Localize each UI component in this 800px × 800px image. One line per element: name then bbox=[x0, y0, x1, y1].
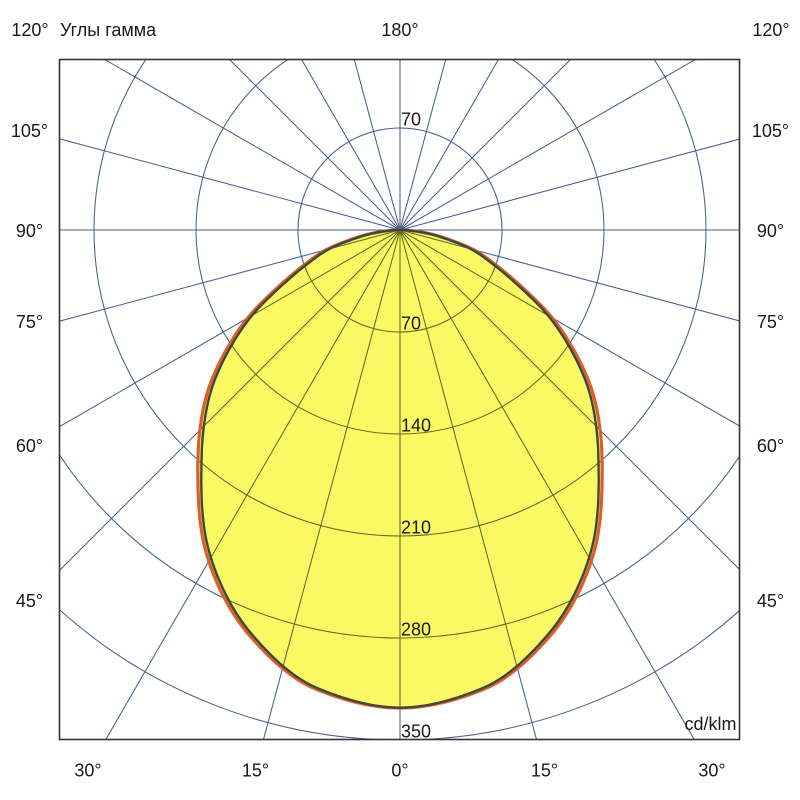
svg-text:120°: 120° bbox=[752, 20, 789, 40]
svg-text:210: 210 bbox=[401, 518, 431, 538]
svg-text:cd/klm: cd/klm bbox=[684, 714, 736, 734]
svg-text:90°: 90° bbox=[16, 221, 43, 241]
svg-text:75°: 75° bbox=[16, 312, 43, 332]
svg-text:350: 350 bbox=[401, 722, 431, 742]
svg-text:45°: 45° bbox=[757, 591, 784, 611]
svg-text:60°: 60° bbox=[757, 436, 784, 456]
svg-text:30°: 30° bbox=[698, 761, 725, 781]
svg-text:105°: 105° bbox=[752, 121, 789, 141]
svg-text:280: 280 bbox=[401, 620, 431, 640]
svg-text:105°: 105° bbox=[11, 121, 48, 141]
svg-text:0°: 0° bbox=[391, 761, 408, 781]
svg-text:45°: 45° bbox=[16, 591, 43, 611]
svg-text:60°: 60° bbox=[16, 436, 43, 456]
svg-text:180°: 180° bbox=[381, 20, 418, 40]
svg-text:140: 140 bbox=[401, 416, 431, 436]
svg-text:90°: 90° bbox=[757, 221, 784, 241]
svg-text:15°: 15° bbox=[242, 761, 269, 781]
svg-text:70: 70 bbox=[401, 110, 421, 130]
svg-text:75°: 75° bbox=[757, 312, 784, 332]
svg-text:15°: 15° bbox=[531, 761, 558, 781]
svg-text:70: 70 bbox=[401, 314, 421, 334]
svg-text:120°: 120° bbox=[11, 20, 48, 40]
svg-text:Углы гамма: Углы гамма bbox=[60, 20, 157, 40]
svg-text:30°: 30° bbox=[74, 761, 101, 781]
